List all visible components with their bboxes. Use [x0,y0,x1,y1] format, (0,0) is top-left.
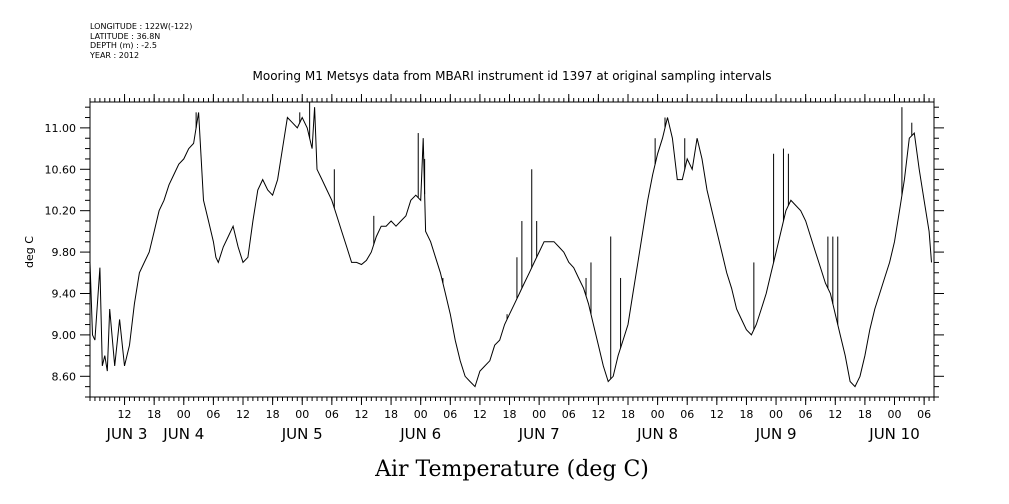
x-day-label: JUN 7 [518,425,560,443]
tick-labels-layer: 12 18 00 06 12 18 00 06 12 18 00 06 12 18 00 06 12 18 00 06… [45,122,932,443]
x-hour-tick-label: 18 [739,408,753,421]
plot-frame [89,101,935,398]
x-hour-tick-label: 06 [917,408,931,421]
depth-label: DEPTH (m) : -2.5 [90,41,157,50]
y-tick-label: 9.80 [52,246,77,259]
x-hour-tick-label: 06 [206,408,220,421]
x-day-label: JUN 6 [399,425,441,443]
x-hour-tick-label: 12 [118,408,132,421]
x-hour-tick-label: 18 [621,408,635,421]
chart-title: Mooring M1 Metsys data from MBARI instru… [253,69,772,83]
longitude-label: LONGITUDE : 122W(-122) [90,22,193,31]
y-tick-label: 10.60 [45,163,77,176]
x-hour-tick-label: 00 [177,408,191,421]
x-hour-tick-label: 06 [680,408,694,421]
x-hour-tick-label: 12 [354,408,368,421]
x-axis-label: Air Temperature (deg C) [374,457,649,482]
x-day-label: JUN 3 [106,425,148,443]
x-hour-tick-label: 06 [443,408,457,421]
metadata-block: LONGITUDE : 122W(-122) LATITUDE : 36.8N … [90,22,192,60]
x-hour-tick-label: 12 [828,408,842,421]
year-label: YEAR : 2012 [90,50,140,60]
x-hour-tick-label: 18 [858,408,872,421]
x-hour-tick-label: 12 [710,408,724,421]
x-day-label: JUN 9 [755,425,797,443]
x-day-label: JUN 10 [868,425,919,443]
x-hour-tick-label: 00 [651,408,665,421]
x-hour-tick-label: 00 [888,408,902,421]
y-tick-label: 9.00 [52,329,77,342]
x-hour-tick-label: 06 [325,408,339,421]
ticks-layer [80,94,944,405]
x-hour-tick-label: 12 [591,408,605,421]
x-day-label: JUN 5 [281,425,323,443]
y-axis-label: deg C [23,236,36,268]
series-line [89,107,932,388]
y-tick-label: 10.20 [45,205,77,218]
latitude-label: LATITUDE : 36.8N [90,31,161,41]
y-tick-label: 8.60 [52,370,77,383]
x-day-label: JUN 8 [636,425,678,443]
spikes-layer [195,102,913,379]
y-tick-label: 9.40 [52,287,77,300]
x-hour-tick-label: 12 [473,408,487,421]
x-hour-tick-label: 00 [532,408,546,421]
x-hour-tick-label: 18 [147,408,161,421]
x-hour-tick-label: 00 [414,408,428,421]
x-hour-tick-label: 18 [266,408,280,421]
x-hour-tick-label: 12 [236,408,250,421]
x-hour-tick-label: 06 [799,408,813,421]
x-hour-tick-label: 18 [503,408,517,421]
y-tick-label: 11.00 [45,122,77,135]
x-day-label: JUN 4 [162,425,204,443]
x-hour-tick-label: 00 [769,408,783,421]
x-hour-tick-label: 18 [384,408,398,421]
x-hour-tick-label: 06 [562,408,576,421]
x-hour-tick-label: 00 [295,408,309,421]
